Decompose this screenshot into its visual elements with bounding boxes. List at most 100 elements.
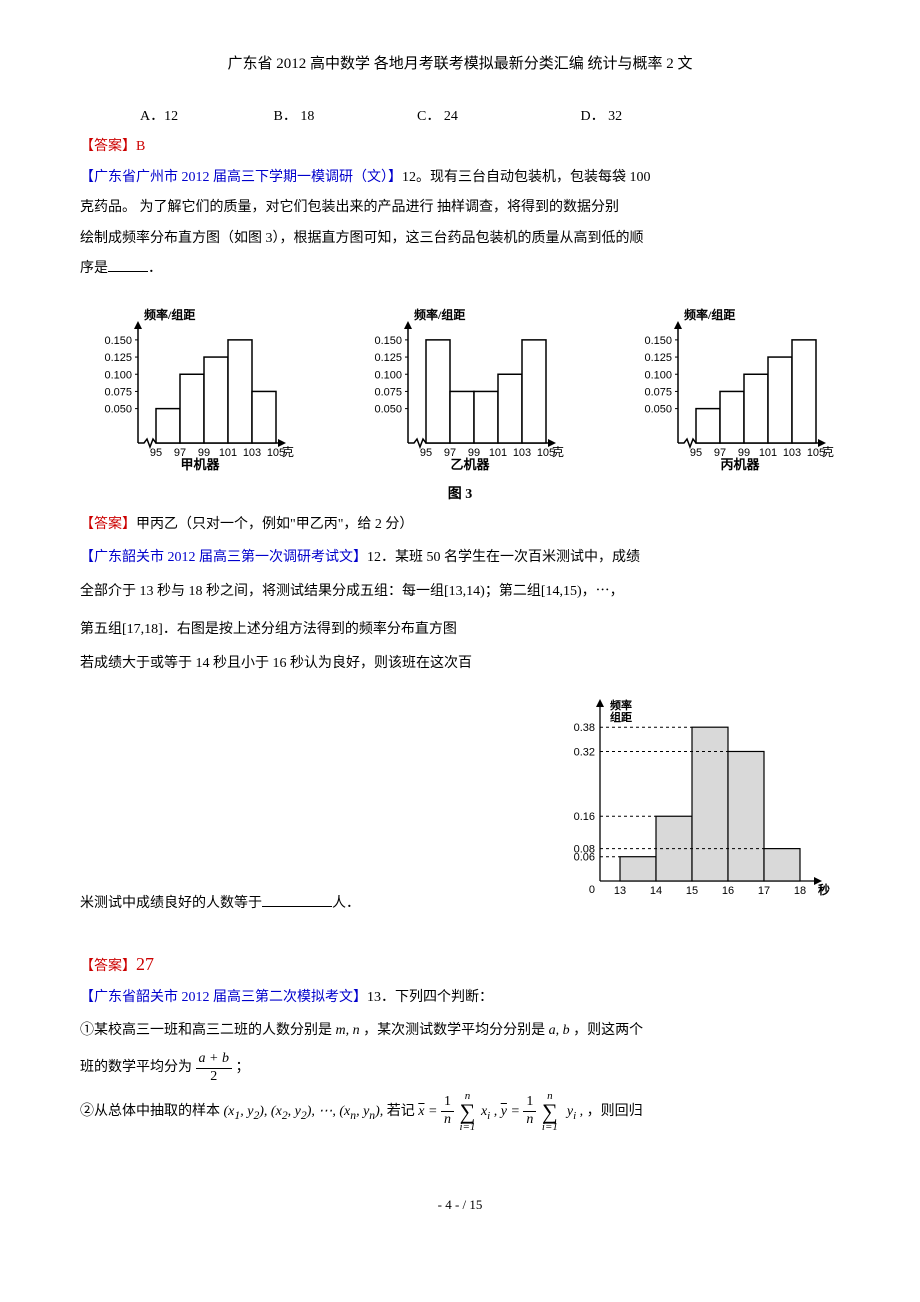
answer-1: 【答案】B bbox=[80, 134, 840, 161]
q12b-b: 全部介于 13 秒与 18 秒之间，将测试结果分成五组：每一组 bbox=[80, 584, 444, 599]
histo-4: 00.060.080.160.320.38131415161718频率组距秒 bbox=[540, 681, 840, 922]
interval-2: [14,15) bbox=[541, 584, 582, 599]
svg-text:16: 16 bbox=[722, 885, 734, 897]
svg-text:0.125: 0.125 bbox=[374, 352, 402, 364]
svg-text:0.050: 0.050 bbox=[644, 404, 672, 416]
q12b-i: 人． bbox=[332, 896, 360, 911]
question-13: 【广东省韶关市 2012 届高三第二次模拟考文】13．下列四个判断： bbox=[80, 985, 840, 1012]
svg-text:甲机器: 甲机器 bbox=[180, 457, 220, 472]
q12b-h: 米测试中成绩良好的人数等于 bbox=[80, 896, 262, 911]
svg-text:13: 13 bbox=[614, 885, 626, 897]
frac-den: 2 bbox=[196, 1069, 232, 1086]
svg-text:秒: 秒 bbox=[818, 882, 830, 897]
svg-text:0.075: 0.075 bbox=[104, 387, 132, 399]
svg-text:18: 18 bbox=[794, 885, 806, 897]
svg-text:克: 克 bbox=[282, 445, 294, 459]
svg-text:频率/组距: 频率/组距 bbox=[684, 307, 735, 322]
answer-value: B bbox=[136, 139, 145, 154]
q13-h: 若记 bbox=[387, 1104, 415, 1119]
svg-text:0.075: 0.075 bbox=[374, 387, 402, 399]
q12-text-c: 绘制成频率分布直方图（如图 3），根据直方图可知，这三台药品包装机的质量从高到低… bbox=[80, 226, 840, 253]
question-12-guangzhou: 【广东省广州市 2012 届高三下学期一模调研（文）】12。现有三台自动包装机，… bbox=[80, 165, 840, 192]
q13-f: ； bbox=[235, 1060, 249, 1075]
svg-text:95: 95 bbox=[420, 447, 432, 459]
q12-text-d: 序是 bbox=[80, 261, 108, 276]
q12-text-b: 克药品。 为了解它们的质量，对它们包装出来的产品进行 抽样调查，将得到的数据分别 bbox=[80, 195, 840, 222]
q13-e: 班的数学平均分为 bbox=[80, 1060, 192, 1075]
q12-text-a: 12。现有三台自动包装机，包装每袋 100 bbox=[402, 170, 651, 185]
svg-text:0.100: 0.100 bbox=[644, 369, 672, 381]
svg-text:0.32: 0.32 bbox=[574, 747, 595, 759]
svg-text:0: 0 bbox=[589, 884, 595, 896]
q12b-c: ；第二组 bbox=[485, 584, 541, 599]
svg-text:95: 95 bbox=[690, 447, 702, 459]
source-tag: 【广东省韶关市 2012 届高三第二次模拟考文】 bbox=[80, 990, 367, 1005]
svg-text:101: 101 bbox=[219, 447, 237, 459]
ab: a, b bbox=[549, 1023, 570, 1038]
svg-text:丙机器: 丙机器 bbox=[720, 457, 760, 472]
answer-3: 【答案】27 bbox=[80, 947, 840, 981]
svg-text:克: 克 bbox=[822, 445, 834, 459]
q12b-row-h: 米测试中成绩良好的人数等于 人． bbox=[80, 891, 540, 918]
answer-value: 27 bbox=[136, 954, 154, 974]
svg-text:15: 15 bbox=[686, 885, 698, 897]
interval-5: [17,18] bbox=[122, 622, 163, 637]
option-c: C． 24 bbox=[417, 104, 577, 131]
q12-text-d-row: 序是 ． bbox=[80, 256, 840, 283]
blank bbox=[262, 892, 332, 907]
svg-text:0.08: 0.08 bbox=[574, 844, 595, 856]
q13-row-1: ①某校高三一班和高三二班的人数分别是 m, n ，某次测试数学平均分分别是 a,… bbox=[80, 1016, 840, 1047]
q13-row-3: ②从总体中抽取的样本 (x1, y2), (x2, y2), ⋯, (xn, y… bbox=[80, 1091, 840, 1133]
option-a: A．12 bbox=[140, 104, 270, 131]
q12b-d: ，⋯， bbox=[582, 584, 624, 599]
svg-text:0.100: 0.100 bbox=[374, 369, 402, 381]
svg-text:0.38: 0.38 bbox=[574, 722, 595, 734]
q13-row-2: 班的数学平均分为 a + b 2 ； bbox=[80, 1050, 840, 1086]
svg-text:0.150: 0.150 bbox=[644, 335, 672, 347]
q13-b: ①某校高三一班和高三二班的人数分别是 bbox=[80, 1023, 332, 1038]
q13-d: ，则这两个 bbox=[573, 1023, 643, 1038]
histo-yi: 0.0500.0750.1000.1250.150频率/组距9597991011… bbox=[350, 293, 570, 484]
answer-2: 【答案】甲丙乙（只对一个，例如"甲乙丙"，给 2 分） bbox=[80, 512, 840, 539]
svg-text:103: 103 bbox=[243, 447, 261, 459]
q12b-f: ．右图是按上述分组方法得到的频率分布直方图 bbox=[163, 622, 457, 637]
svg-text:0.075: 0.075 bbox=[644, 387, 672, 399]
interval-1: [13,14) bbox=[444, 584, 485, 599]
svg-text:0.150: 0.150 bbox=[104, 335, 132, 347]
mn: m, n bbox=[336, 1023, 360, 1038]
source-tag: 【广东省广州市 2012 届高三下学期一模调研（文）】 bbox=[80, 170, 402, 185]
svg-text:17: 17 bbox=[758, 885, 770, 897]
q13-g: ②从总体中抽取的样本 bbox=[80, 1104, 220, 1119]
q12b-row3: 第五组[17,18]．右图是按上述分组方法得到的频率分布直方图 bbox=[80, 613, 840, 647]
frac-num: a + b bbox=[196, 1051, 232, 1069]
answer-label: 【答案】 bbox=[80, 517, 136, 532]
q12b-row2: 全部介于 13 秒与 18 秒之间，将测试结果分成五组：每一组[13,14)；第… bbox=[80, 575, 840, 609]
svg-text:0.050: 0.050 bbox=[104, 404, 132, 416]
question-12-shaoguan: 【广东韶关市 2012 届高三第一次调研考试文】12．某班 50 名学生在一次百… bbox=[80, 545, 840, 572]
svg-text:0.125: 0.125 bbox=[104, 352, 132, 364]
histo-bing: 0.0500.0750.1000.1250.150频率/组距9597991011… bbox=[620, 293, 840, 484]
q12b-with-chart: 米测试中成绩良好的人数等于人． 00.060.080.160.320.38131… bbox=[80, 681, 840, 922]
svg-text:103: 103 bbox=[783, 447, 801, 459]
q12-text-e: ． bbox=[148, 261, 162, 276]
option-b: B． 18 bbox=[274, 104, 414, 131]
q12b-g: 若成绩大于或等于 14 秒且小于 16 秒认为良好，则该班在这次百 bbox=[80, 651, 840, 678]
svg-text:0.16: 0.16 bbox=[574, 811, 595, 823]
fraction-a-plus-b-over-2: a + b 2 bbox=[196, 1051, 232, 1086]
answer-value: 甲丙乙（只对一个，例如"甲乙丙"，给 2 分） bbox=[136, 517, 413, 532]
histo-jia: 0.0500.0750.1000.1250.150频率/组距9597991011… bbox=[80, 293, 300, 484]
figure-3-row: 0.0500.0750.1000.1250.150频率/组距9597991011… bbox=[80, 293, 840, 484]
svg-text:频率/组距: 频率/组距 bbox=[144, 307, 195, 322]
svg-text:0.100: 0.100 bbox=[104, 369, 132, 381]
xbar-eq: x = 1n n∑i=1 xi , y = 1n n∑i=1 yi , bbox=[418, 1104, 586, 1119]
svg-text:0.150: 0.150 bbox=[374, 335, 402, 347]
mc-options: A．12 B． 18 C． 24 D． 32 bbox=[140, 104, 840, 131]
answer-label: 【答案】 bbox=[80, 959, 136, 974]
svg-text:组距: 组距 bbox=[610, 710, 632, 724]
svg-text:克: 克 bbox=[552, 445, 564, 459]
svg-text:0.125: 0.125 bbox=[644, 352, 672, 364]
source-tag: 【广东韶关市 2012 届高三第一次调研考试文】 bbox=[80, 550, 367, 565]
samples: (x1, y2), (x2, y2), ⋯, (xn, yn), bbox=[224, 1104, 384, 1119]
blank bbox=[108, 257, 148, 272]
answer-label: 【答案】 bbox=[80, 139, 136, 154]
